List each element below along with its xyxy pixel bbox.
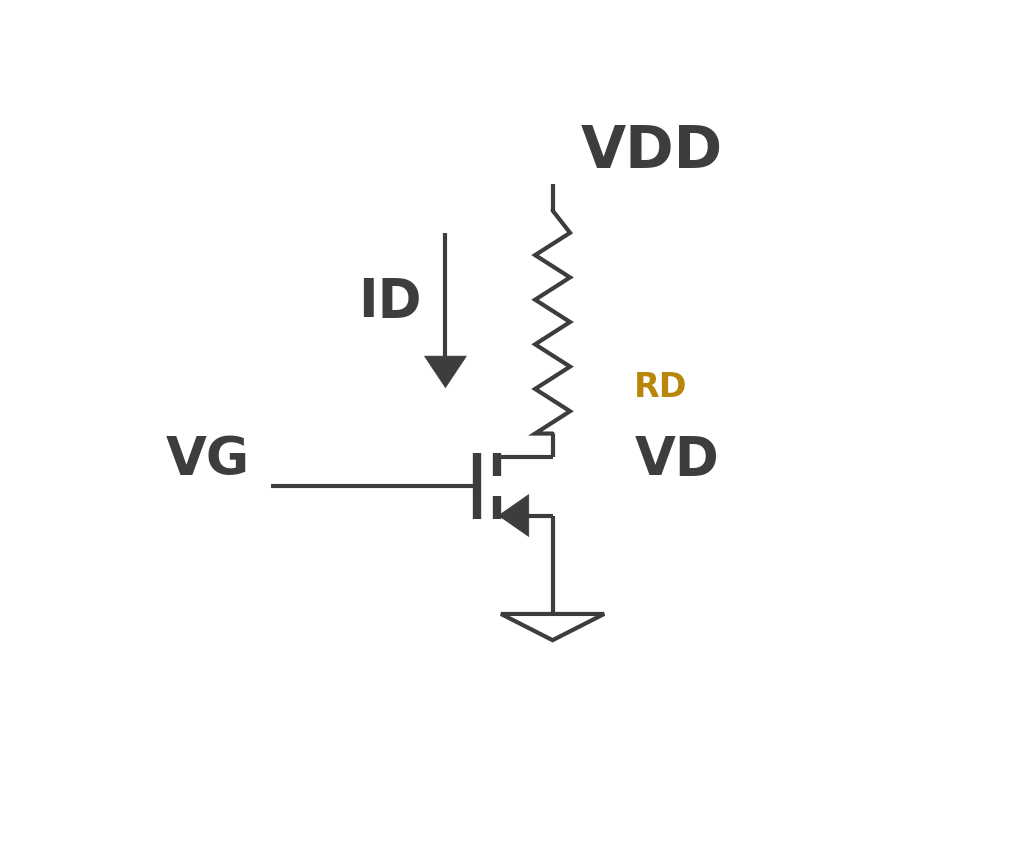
Polygon shape xyxy=(425,356,466,388)
Text: RD: RD xyxy=(634,371,688,404)
Text: ID: ID xyxy=(358,276,422,328)
Text: VDD: VDD xyxy=(581,123,723,180)
Text: VG: VG xyxy=(165,434,250,486)
Text: VD: VD xyxy=(634,434,719,486)
Polygon shape xyxy=(499,494,528,537)
